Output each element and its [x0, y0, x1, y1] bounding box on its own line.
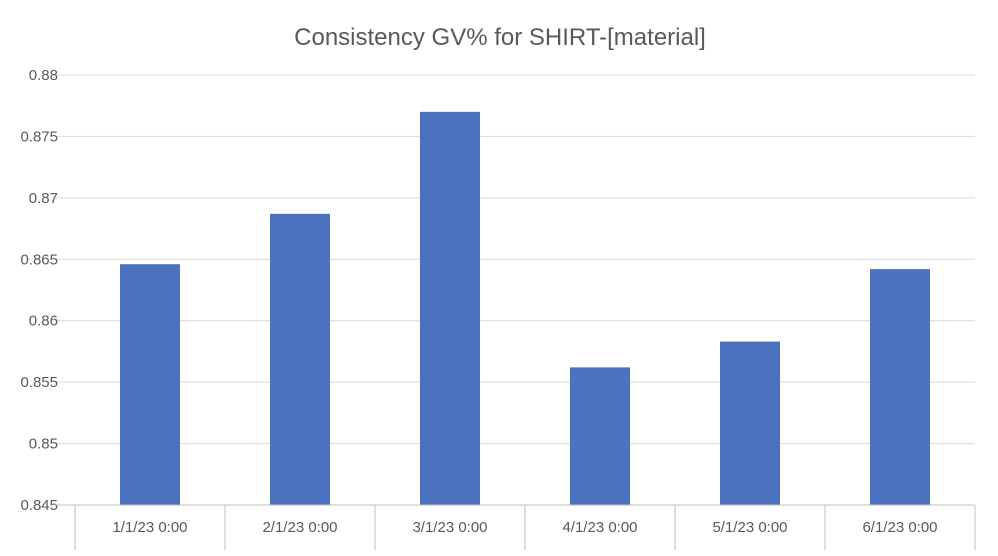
- bar: [570, 367, 630, 505]
- x-axis-ticks: 1/1/23 0:00 2/1/23 0:00 3/1/23 0:00 4/1/23 …: [112, 519, 937, 536]
- x-tick-label: 3/1/23 0:00: [412, 519, 487, 536]
- y-tick-label: 0.845: [20, 497, 58, 514]
- y-tick-label: 0.87: [29, 190, 58, 207]
- y-tick-label: 0.85: [29, 436, 58, 453]
- bar: [420, 111, 480, 505]
- x-tick-label: 1/1/23 0:00: [112, 519, 187, 536]
- bar: [720, 341, 780, 505]
- x-tick-label: 2/1/23 0:00: [262, 519, 337, 536]
- bars: [120, 111, 930, 506]
- y-axis-ticks: 0.845 0.85 0.855 0.86 0.865 0.87 0.875 0.88: [20, 67, 58, 514]
- x-tick-label: 4/1/23 0:00: [562, 519, 637, 536]
- x-axis: [55, 504, 976, 550]
- bar: [870, 269, 930, 505]
- y-tick-label: 0.875: [20, 128, 58, 145]
- y-tick-label: 0.88: [29, 67, 58, 84]
- gridlines: [55, 74, 975, 445]
- x-tick-label: 6/1/23 0:00: [862, 519, 937, 536]
- y-tick-label: 0.865: [20, 251, 58, 268]
- chart-title: Consistency GV% for SHIRT-[material]: [294, 24, 706, 51]
- bar: [270, 213, 330, 506]
- y-tick-label: 0.855: [20, 374, 58, 391]
- x-tick-label: 5/1/23 0:00: [712, 519, 787, 536]
- bar: [120, 264, 180, 505]
- y-tick-label: 0.86: [29, 313, 58, 330]
